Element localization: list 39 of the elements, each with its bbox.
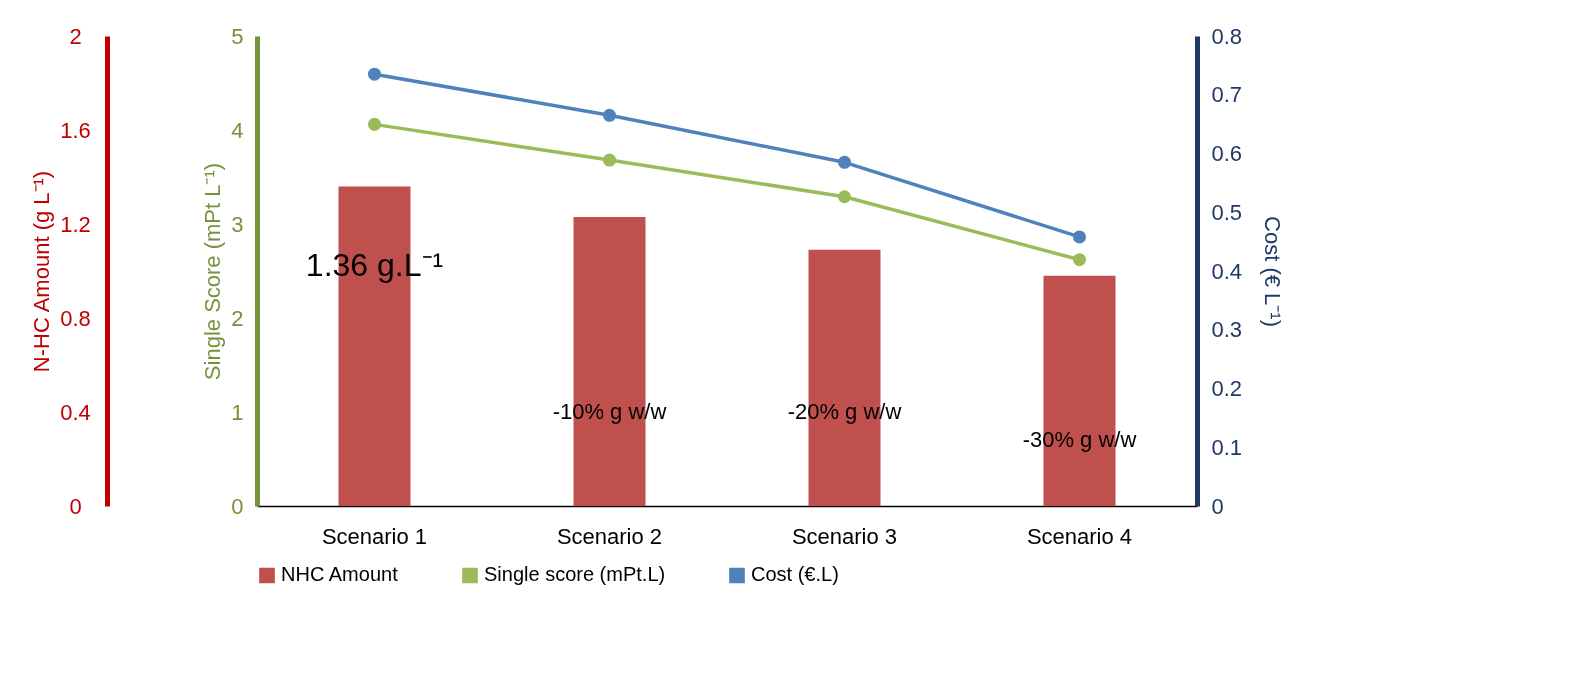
point [602,153,617,167]
y3-tick-label: 0.4 [60,399,91,425]
y-tick-label: 3 [231,211,244,237]
y3-tick-label: 0 [69,493,82,519]
y2-tick-label: 0.6 [1211,141,1243,166]
y2-tick-label: 0 [1211,493,1224,519]
legend-label: NHC Amount [281,563,399,586]
point [367,67,382,81]
y3-axis-title: N-HC Amount (g L⁻¹) [29,170,55,373]
x-tick-label: Scenario 2 [556,523,663,549]
point [837,155,852,169]
y2-axis-title: Cost (€ L⁻¹) [1260,216,1286,327]
y3-tick-label: 1.2 [60,211,91,237]
x-tick-label: Scenario 4 [1026,523,1133,549]
y3-tick-label: 1.6 [60,117,91,143]
y2-tick-label: 0.1 [1211,434,1243,460]
point [602,108,617,122]
y2-tick-label: 0.3 [1211,317,1243,343]
y2-tick-label: 0.5 [1211,199,1243,225]
point [837,190,852,204]
y-tick-label: 5 [231,23,244,49]
point [1072,253,1087,267]
x-tick-label: Scenario 3 [791,523,898,549]
y-tick-label: 0 [231,493,244,519]
y3-tick-label: 2 [69,23,82,49]
y2-tick-label: 0.7 [1211,82,1243,108]
y-tick-label: 1 [231,399,244,425]
point [1072,230,1087,244]
y2-tick-label: 0.2 [1211,376,1243,401]
y-tick-label: 4 [231,117,244,143]
y2-tick-label: 0.4 [1211,258,1243,284]
y-axis-title: Single Score (mPt L⁻¹) [200,162,226,381]
legend-label: Cost (€.L) [751,563,839,586]
point [367,117,382,131]
x-tick-label: Scenario 1 [321,523,428,549]
y2-tick-label: 0.8 [1211,23,1243,49]
y3-tick-label: 0.8 [60,305,91,331]
y-tick-label: 2 [231,305,244,331]
legend-label: Single score (mPt.L) [484,563,666,586]
